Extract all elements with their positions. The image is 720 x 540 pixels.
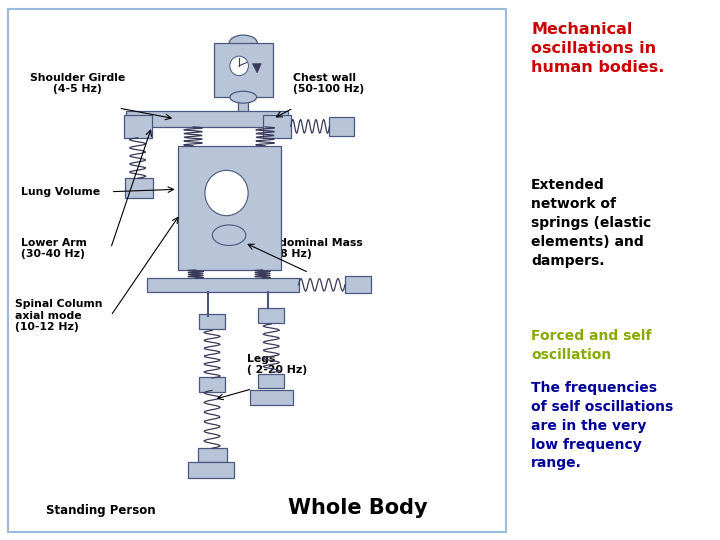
Text: Spinal Column
axial mode
(10-12 Hz): Spinal Column axial mode (10-12 Hz) — [15, 299, 103, 333]
Text: Extended
network of
springs (elastic
elements) and
dampers.: Extended network of springs (elastic ele… — [531, 178, 652, 268]
Ellipse shape — [229, 35, 257, 51]
Bar — [330, 117, 354, 136]
Bar — [126, 111, 288, 127]
Text: Lung Volume: Lung Volume — [21, 187, 99, 197]
Bar — [124, 115, 152, 138]
Bar — [258, 308, 284, 323]
Text: Chest wall
(50-100 Hz): Chest wall (50-100 Hz) — [294, 73, 364, 94]
Text: Mechanical
oscillations in
human bodies.: Mechanical oscillations in human bodies. — [531, 22, 665, 75]
Bar — [198, 448, 227, 462]
Bar — [238, 96, 248, 116]
Circle shape — [205, 170, 248, 215]
Bar — [263, 115, 291, 138]
Bar — [258, 374, 284, 388]
Bar — [178, 146, 281, 270]
Text: Legs
( 2-20 Hz): Legs ( 2-20 Hz) — [247, 354, 307, 375]
Text: Abdominal Mass
(4-8 Hz): Abdominal Mass (4-8 Hz) — [263, 238, 362, 259]
Ellipse shape — [230, 91, 256, 103]
Text: Whole Body: Whole Body — [288, 497, 428, 518]
Bar — [125, 178, 153, 198]
Text: Forced and self
oscillation: Forced and self oscillation — [531, 329, 652, 362]
Bar — [345, 276, 371, 293]
Ellipse shape — [212, 225, 246, 246]
Text: Lower Arm
(30-40 Hz): Lower Arm (30-40 Hz) — [21, 238, 86, 259]
Text: Standing Person: Standing Person — [45, 504, 156, 517]
Bar — [147, 278, 299, 292]
Circle shape — [230, 56, 248, 76]
Bar — [199, 377, 225, 392]
Bar — [199, 314, 225, 329]
Polygon shape — [253, 64, 261, 73]
Bar — [188, 462, 234, 478]
Bar — [250, 390, 294, 405]
Bar — [214, 43, 273, 97]
Text: The frequencies
of self oscillations
are in the very
low frequency
range.: The frequencies of self oscillations are… — [531, 381, 673, 470]
Text: Shoulder Girdle
(4-5 Hz): Shoulder Girdle (4-5 Hz) — [30, 73, 125, 94]
